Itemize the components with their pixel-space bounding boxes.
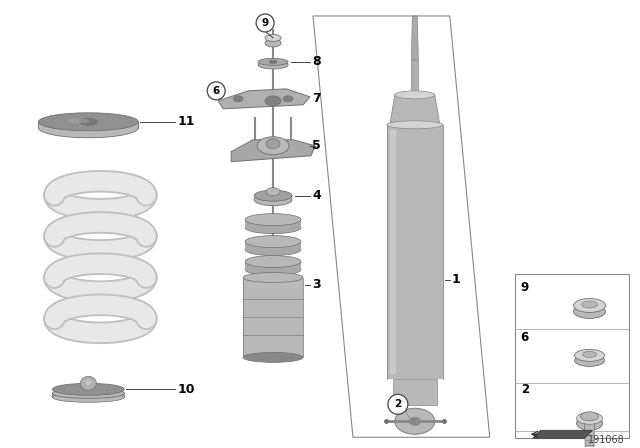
Ellipse shape xyxy=(575,354,605,366)
Polygon shape xyxy=(243,277,303,358)
Ellipse shape xyxy=(52,383,124,395)
Polygon shape xyxy=(38,122,138,128)
Ellipse shape xyxy=(266,188,280,196)
Ellipse shape xyxy=(245,236,301,248)
Polygon shape xyxy=(412,60,419,95)
Ellipse shape xyxy=(245,214,301,226)
Ellipse shape xyxy=(257,137,289,155)
Ellipse shape xyxy=(254,194,292,206)
Text: 5: 5 xyxy=(312,139,321,152)
Ellipse shape xyxy=(258,61,288,69)
Ellipse shape xyxy=(265,39,281,47)
Ellipse shape xyxy=(283,96,293,102)
Ellipse shape xyxy=(38,113,138,131)
Circle shape xyxy=(388,394,408,414)
Ellipse shape xyxy=(269,60,277,64)
Ellipse shape xyxy=(395,91,435,99)
Ellipse shape xyxy=(243,353,303,362)
Ellipse shape xyxy=(245,263,301,276)
Ellipse shape xyxy=(575,349,605,362)
Ellipse shape xyxy=(254,190,292,201)
Ellipse shape xyxy=(265,96,281,106)
Polygon shape xyxy=(532,430,593,438)
Text: 6: 6 xyxy=(521,331,529,344)
Ellipse shape xyxy=(265,34,281,41)
Text: 11: 11 xyxy=(177,115,195,128)
Text: 191068: 191068 xyxy=(588,435,625,445)
Ellipse shape xyxy=(258,58,288,65)
Ellipse shape xyxy=(79,118,97,125)
Ellipse shape xyxy=(266,139,280,149)
Text: 7: 7 xyxy=(312,92,321,105)
Polygon shape xyxy=(218,89,310,109)
Text: 2: 2 xyxy=(394,399,401,409)
Ellipse shape xyxy=(573,298,605,312)
Text: 2: 2 xyxy=(521,383,529,396)
Ellipse shape xyxy=(582,351,596,358)
Ellipse shape xyxy=(409,417,421,425)
Polygon shape xyxy=(245,262,301,270)
Polygon shape xyxy=(245,220,301,228)
Ellipse shape xyxy=(38,118,138,138)
Polygon shape xyxy=(387,125,443,379)
Text: 3: 3 xyxy=(312,278,321,291)
Text: 4: 4 xyxy=(312,189,321,202)
Ellipse shape xyxy=(245,244,301,255)
Ellipse shape xyxy=(67,118,90,123)
Ellipse shape xyxy=(580,412,598,421)
Ellipse shape xyxy=(243,272,303,283)
Ellipse shape xyxy=(81,376,97,390)
Polygon shape xyxy=(393,379,437,405)
Ellipse shape xyxy=(387,121,443,129)
Text: 9: 9 xyxy=(262,18,269,28)
Polygon shape xyxy=(412,16,419,60)
Ellipse shape xyxy=(85,379,92,385)
Polygon shape xyxy=(390,95,440,125)
Ellipse shape xyxy=(245,222,301,233)
Polygon shape xyxy=(245,241,301,250)
Text: 8: 8 xyxy=(312,56,321,69)
Polygon shape xyxy=(52,393,124,397)
Ellipse shape xyxy=(52,388,124,398)
Ellipse shape xyxy=(395,408,435,434)
Circle shape xyxy=(207,82,225,100)
Ellipse shape xyxy=(52,392,124,402)
Text: 6: 6 xyxy=(212,86,220,96)
Text: 9: 9 xyxy=(521,281,529,294)
Bar xyxy=(515,274,630,438)
Polygon shape xyxy=(584,423,595,448)
Text: 1: 1 xyxy=(452,273,461,286)
Circle shape xyxy=(256,14,274,32)
Ellipse shape xyxy=(245,255,301,267)
Ellipse shape xyxy=(573,305,605,319)
Ellipse shape xyxy=(582,301,598,308)
Text: 10: 10 xyxy=(177,383,195,396)
Polygon shape xyxy=(390,130,396,375)
Ellipse shape xyxy=(233,96,243,102)
Ellipse shape xyxy=(577,416,602,430)
Ellipse shape xyxy=(577,412,602,424)
Polygon shape xyxy=(231,140,315,162)
